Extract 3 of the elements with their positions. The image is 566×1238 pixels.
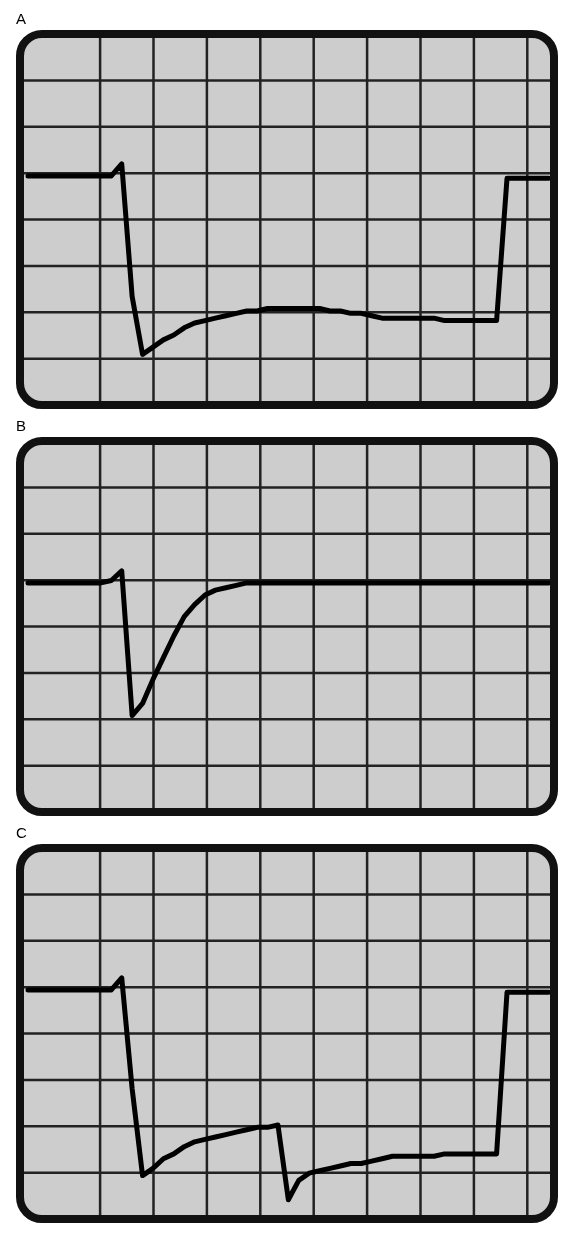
chart-title: B	[16, 417, 27, 434]
chart-title: C	[16, 824, 27, 841]
chart-title: A	[16, 10, 27, 27]
